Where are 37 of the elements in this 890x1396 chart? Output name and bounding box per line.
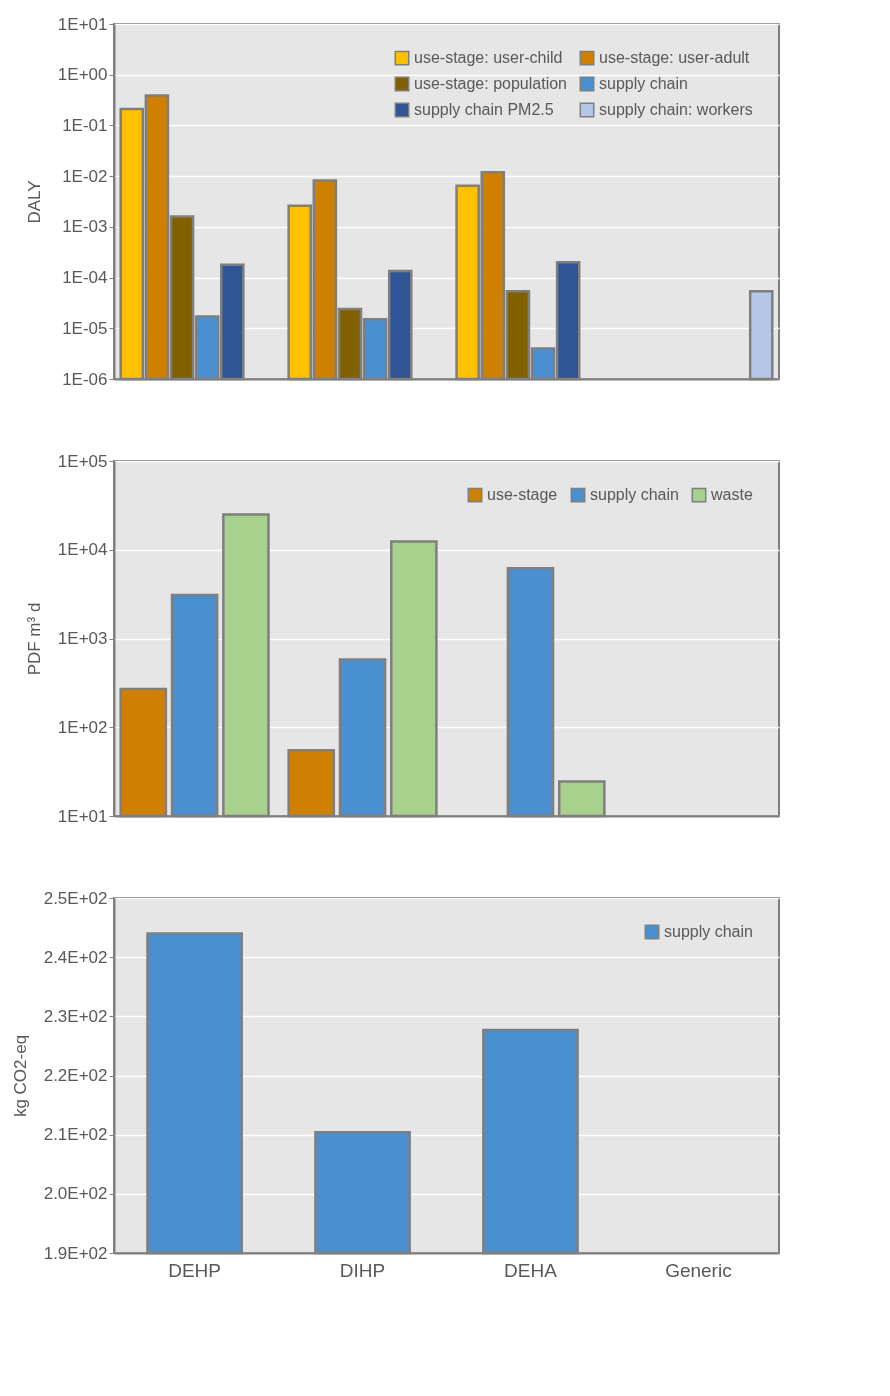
y-tick-label: 1E+03: [57, 629, 108, 648]
y-axis-title: DALY: [24, 180, 44, 224]
y-tick-label: 1E+05: [57, 451, 108, 471]
y-tick-label: 2.4E+02: [43, 947, 108, 967]
y-tick-label: 2.2E+02: [43, 1066, 108, 1085]
legend-label: waste: [710, 486, 753, 504]
y-tick-label: 1E+01: [57, 806, 108, 826]
y-axis-title: PDF m³ d: [24, 602, 44, 676]
x-tick-label: DIHP: [339, 1259, 386, 1281]
y-tick-label: 1E-06: [62, 369, 108, 389]
y-tick-label: 1E+04: [57, 540, 108, 560]
y-tick-label: 2.3E+02: [43, 1006, 108, 1026]
x-tick-label: Generic: [665, 1259, 732, 1281]
legend-label: supply chain: [664, 923, 753, 940]
x-tick-label: DEHP: [168, 1259, 221, 1281]
y-tick-label: 1E+01: [57, 14, 108, 34]
y-tick-label: 1.9E+02: [43, 1243, 108, 1263]
legend-label: use-stage: user-child: [414, 49, 563, 67]
y-tick-label: 1E-04: [62, 268, 108, 288]
y-tick-label: 2.5E+02: [43, 888, 108, 908]
y-tick-label: 2.1E+02: [43, 1125, 108, 1145]
y-axis-title: kg CO2-eq: [10, 1034, 30, 1118]
legend-label: supply chain: workers: [599, 101, 753, 118]
legend-label: supply chain: [590, 486, 679, 504]
x-tick-label: DEHA: [504, 1259, 558, 1281]
legend-label: supply chain PM2.5: [414, 101, 554, 118]
y-tick-label: 1E-03: [62, 217, 108, 237]
y-tick-label: 1E-02: [62, 166, 108, 186]
y-tick-label: 1E-05: [62, 318, 108, 338]
y-tick-label: 1E+02: [57, 717, 108, 737]
legend-label: use-stage: user-adult: [599, 49, 750, 67]
legend-label: supply chain: [599, 75, 688, 92]
y-tick-label: 2.0E+02: [43, 1184, 108, 1204]
y-tick-label: 1E+00: [57, 65, 108, 85]
legend-label: use-stage: population: [414, 75, 567, 92]
y-tick-label: 1E-01: [62, 115, 108, 135]
legend-label: use-stage: [487, 486, 558, 504]
